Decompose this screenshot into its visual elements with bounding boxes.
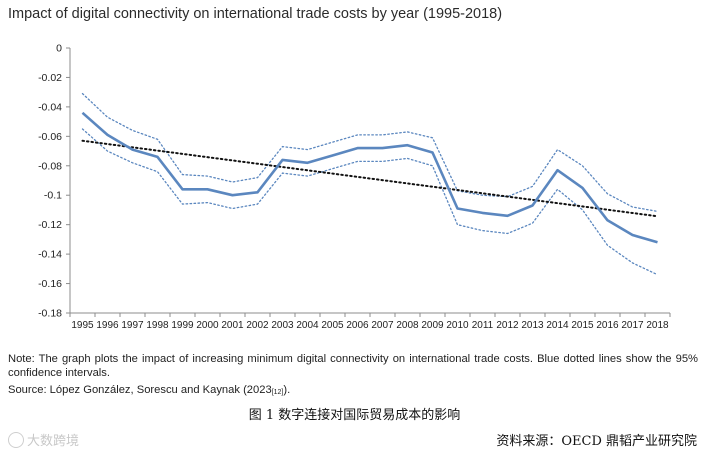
source-credit: 资料来源：OECD 鼎韬产业研究院 (496, 434, 697, 449)
x-tick-label: 2015 (571, 320, 594, 331)
ci-lower-line (81, 128, 659, 276)
x-tick-label: 2012 (496, 320, 519, 331)
x-tick-label: 2013 (521, 320, 544, 331)
x-tick-label: 1996 (96, 320, 119, 331)
x-tick-label: 2008 (396, 320, 419, 331)
estimate-line (81, 111, 658, 244)
source-ref: [12] (271, 389, 284, 396)
y-tick-label: 0 (56, 43, 62, 55)
x-tick-label: 2011 (472, 320, 494, 331)
x-tick-label: 2018 (646, 320, 669, 331)
x-tick-label: 2003 (271, 320, 294, 331)
chart-source: Source: López González, Sorescu and Kayn… (8, 384, 290, 396)
x-tick-label: 2000 (196, 320, 219, 331)
watermark-logo-icon (8, 431, 24, 448)
trend-line (81, 139, 659, 218)
x-tick-label: 2017 (621, 320, 644, 331)
main-series (81, 111, 658, 244)
y-tick-label: -0.1 (44, 190, 62, 202)
source-text: Source: López González, Sorescu and Kayn… (8, 384, 272, 396)
y-tick-label: -0.12 (38, 219, 62, 231)
x-tick-label: 1999 (171, 320, 194, 331)
y-tick-label: -0.02 (38, 72, 62, 84)
ci-upper-line (81, 92, 659, 213)
source-end: ). (283, 384, 291, 396)
x-tick-label: 2009 (421, 320, 444, 331)
watermark-text: 大数跨境 (27, 433, 80, 448)
chart: 0 -0.02 -0.04 -0.06 -0.08 -0.1 -0.12 -0.14 -0.16… (38, 43, 671, 331)
x-tick-label: 1997 (121, 320, 144, 331)
confidence-intervals (81, 92, 659, 276)
x-tick-label: 2016 (596, 320, 619, 331)
x-tick-label: 2007 (371, 320, 394, 331)
y-tick-label: -0.18 (38, 308, 62, 320)
y-tick-label: -0.04 (38, 101, 62, 113)
figure-caption: 图 1 数字连接对国际贸易成本的影响 (248, 408, 461, 423)
x-tick-label: 2010 (446, 320, 469, 331)
x-tick-label: 2014 (546, 320, 569, 331)
x-tick-label: 2001 (221, 320, 244, 331)
x-tick-label: 2006 (346, 320, 369, 331)
x-tick-label: 1995 (71, 320, 94, 331)
x-tick-label: 2004 (296, 320, 319, 331)
x-tick-label: 2005 (321, 320, 344, 331)
x-tick-label: 2002 (246, 320, 269, 331)
chart-note: Note: The graph plots the impact of incr… (8, 353, 698, 379)
y-tick-label: -0.08 (38, 160, 62, 172)
y-tick-label: -0.06 (38, 131, 62, 143)
watermark: 大数跨境 (8, 430, 79, 449)
axes: 0 -0.02 -0.04 -0.06 -0.08 -0.1 -0.12 -0.14 -0.16… (38, 43, 671, 331)
chart-title: Impact of digital connectivity on intern… (8, 6, 503, 22)
y-tick-label: -0.16 (38, 278, 62, 290)
x-tick-label: 1998 (146, 320, 169, 331)
trend-line-group (81, 139, 659, 218)
y-tick-label: -0.14 (38, 249, 62, 261)
